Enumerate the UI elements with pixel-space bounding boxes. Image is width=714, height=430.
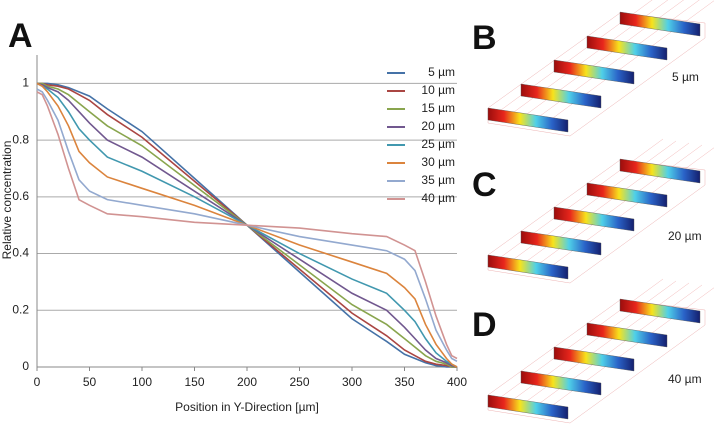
streamline <box>632 0 653 15</box>
panel-caption: 5 µm <box>672 70 699 84</box>
legend-label: 20 µm <box>421 119 455 133</box>
panel-label: D <box>472 306 497 344</box>
panel-caption: 20 µm <box>668 229 702 243</box>
panel-label: A <box>8 17 33 55</box>
strip <box>619 298 701 324</box>
strip <box>553 206 635 232</box>
legend-label: 10 µm <box>421 83 455 97</box>
panels: B 5 µm C 20 µm D 40 µm <box>472 0 714 424</box>
legend-label: 30 µm <box>421 155 455 169</box>
strip <box>619 11 701 37</box>
y-tick-label: 0.8 <box>12 132 29 146</box>
y-tick-label: 1 <box>22 76 29 90</box>
strip <box>487 394 569 420</box>
legend-label: 15 µm <box>421 101 455 115</box>
y-axis-label: Relative concentration <box>0 141 14 260</box>
strip <box>520 230 602 256</box>
x-tick-label: 300 <box>342 375 362 389</box>
strip <box>586 182 668 208</box>
x-tick-label: 50 <box>83 375 97 389</box>
strip <box>520 83 602 109</box>
streamline <box>684 287 714 310</box>
x-tick-label: 250 <box>289 375 309 389</box>
y-tick-label: 0.6 <box>12 189 29 203</box>
x-tick-label: 100 <box>132 375 152 389</box>
streamline <box>632 278 664 302</box>
streamline <box>645 280 677 304</box>
strip <box>553 59 635 85</box>
streamline <box>684 147 714 170</box>
legend-label: 5 µm <box>428 65 455 79</box>
streamline <box>684 0 714 23</box>
streamline <box>645 140 677 164</box>
strip <box>553 346 635 372</box>
strip <box>586 322 668 348</box>
streamline <box>671 0 700 21</box>
series-line <box>36 91 458 360</box>
y-tick-label: 0.4 <box>12 246 29 260</box>
streamline <box>645 0 669 17</box>
legend-label: 25 µm <box>421 137 455 151</box>
strip <box>487 254 569 280</box>
x-tick-label: 150 <box>184 375 204 389</box>
panel-label: B <box>472 19 497 57</box>
panel-caption: 40 µm <box>668 372 702 386</box>
panel-label: C <box>472 166 497 204</box>
x-tick-label: 0 <box>34 375 41 389</box>
strip <box>586 35 668 61</box>
x-tick-label: 400 <box>447 375 467 389</box>
strip <box>619 158 701 184</box>
strip <box>520 370 602 396</box>
streamline <box>671 284 703 308</box>
streamline <box>658 282 690 306</box>
x-axis-label: Position in Y-Direction [µm] <box>175 400 319 414</box>
x-tick-label: 200 <box>237 375 257 389</box>
legend-label: 35 µm <box>421 173 455 187</box>
streamline <box>658 0 684 19</box>
legend-label: 40 µm <box>421 191 455 205</box>
streamline <box>658 142 690 166</box>
streamline <box>632 138 664 162</box>
y-tick-label: 0 <box>22 359 29 373</box>
strip <box>487 107 569 133</box>
x-tick-label: 350 <box>394 375 414 389</box>
y-tick-label: 0.2 <box>12 302 29 316</box>
streamline <box>671 144 703 168</box>
